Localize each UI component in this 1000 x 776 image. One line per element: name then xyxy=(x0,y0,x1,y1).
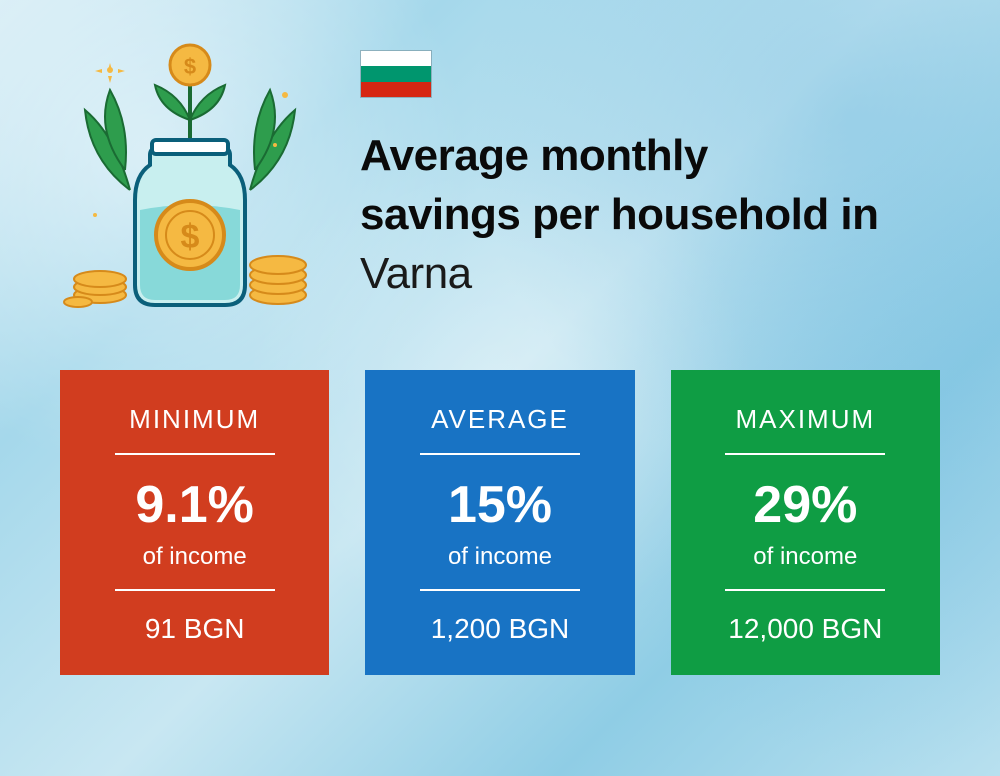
divider xyxy=(115,453,275,455)
svg-text:$: $ xyxy=(184,54,196,79)
divider xyxy=(420,453,580,455)
flag-stripe-2 xyxy=(361,66,431,81)
card-label: AVERAGE xyxy=(431,404,569,435)
card-percent: 29% xyxy=(753,479,857,531)
card-subtext: of income xyxy=(448,543,552,571)
title-line-2: savings per household in xyxy=(360,185,940,244)
divider xyxy=(725,453,885,455)
card-amount: 1,200 BGN xyxy=(431,613,570,645)
bulgaria-flag-icon xyxy=(360,50,432,98)
divider xyxy=(725,589,885,591)
stat-card-maximum: MAXIMUM 29% of income 12,000 BGN xyxy=(671,370,940,675)
savings-jar-illustration: $ $ xyxy=(60,40,320,320)
flag-stripe-3 xyxy=(361,82,431,97)
title-block: Average monthly savings per household in… xyxy=(360,40,940,299)
coin-stack-right-icon xyxy=(250,256,306,304)
title-line-1: Average monthly xyxy=(360,126,940,185)
divider xyxy=(420,589,580,591)
divider xyxy=(115,589,275,591)
stat-cards-row: MINIMUM 9.1% of income 91 BGN AVERAGE 15… xyxy=(0,350,1000,725)
card-amount: 91 BGN xyxy=(145,613,245,645)
card-amount: 12,000 BGN xyxy=(728,613,882,645)
card-label: MAXIMUM xyxy=(735,404,875,435)
card-percent: 9.1% xyxy=(135,479,254,531)
coin-stack-left-icon xyxy=(64,271,126,307)
card-label: MINIMUM xyxy=(129,404,260,435)
card-subtext: of income xyxy=(753,543,857,571)
svg-text:$: $ xyxy=(181,218,200,256)
city-name: Varna xyxy=(360,249,940,299)
card-percent: 15% xyxy=(448,479,552,531)
card-subtext: of income xyxy=(143,543,247,571)
top-coin-icon: $ xyxy=(170,45,210,85)
header: $ $ xyxy=(0,0,1000,350)
savings-jar-icon: $ xyxy=(135,140,245,305)
flag-stripe-1 xyxy=(361,51,431,66)
stat-card-average: AVERAGE 15% of income 1,200 BGN xyxy=(365,370,634,675)
stat-card-minimum: MINIMUM 9.1% of income 91 BGN xyxy=(60,370,329,675)
